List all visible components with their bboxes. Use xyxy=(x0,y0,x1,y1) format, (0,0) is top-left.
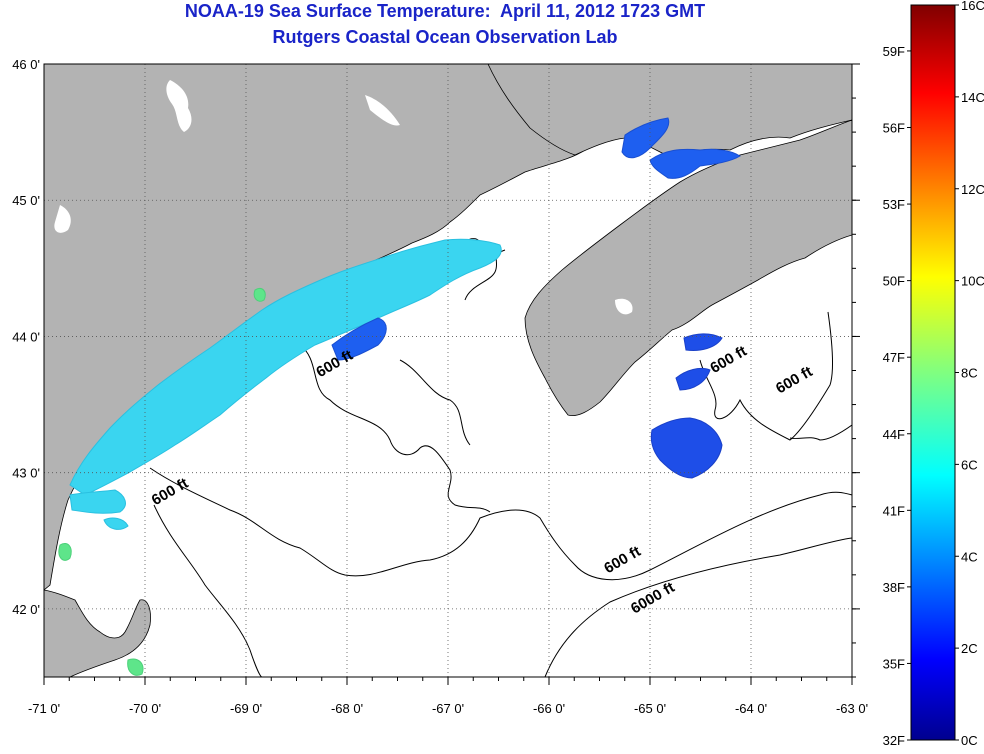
contour-600ft-gulf-basin xyxy=(149,467,852,581)
celsius-label: 10C xyxy=(961,274,984,289)
x-tick-label: -66 0' xyxy=(533,701,565,716)
x-tick-label: -64 0' xyxy=(735,701,767,716)
land-new-brunswick xyxy=(487,64,852,159)
celsius-label: 16C xyxy=(961,0,984,13)
y-axis-tick-labels: 46 0' 45 0' 44 0' 43 0' 42 0' xyxy=(12,57,40,617)
contour-600ft-browns-bank xyxy=(699,311,834,441)
map-title: NOAA-19 Sea Surface Temperature: April 1… xyxy=(184,1,706,21)
lat-lon-grid xyxy=(44,64,852,677)
colorbar-ticks xyxy=(907,4,959,741)
y-tick-label: 44 0' xyxy=(12,329,40,344)
celsius-label: 0C xyxy=(961,733,978,748)
sst-field-green-patches xyxy=(58,287,266,676)
x-tick-label: -68 0' xyxy=(331,701,363,716)
fahrenheit-label: 35F xyxy=(883,656,905,671)
fahrenheit-label: 44F xyxy=(883,427,905,442)
x-tick-label: -67 0' xyxy=(432,701,464,716)
contour-600ft-inner-basin xyxy=(299,344,491,513)
x-tick-label: -65 0' xyxy=(634,701,666,716)
land-lakes xyxy=(54,80,633,315)
fahrenheit-label: 32F xyxy=(883,733,905,748)
sst-field-scotian-shelf xyxy=(650,333,723,479)
celsius-label: 2C xyxy=(961,641,978,656)
y-tick-label: 42 0' xyxy=(12,602,40,617)
x-tick-label: -71 0' xyxy=(28,701,60,716)
x-axis-tick-labels: -71 0' -70 0' -69 0' -68 0' -67 0' -66 0' -65 … xyxy=(28,701,868,716)
y-tick-label: 45 0' xyxy=(12,193,40,208)
colorbar-gradient xyxy=(910,4,956,741)
celsius-label: 8C xyxy=(961,366,978,381)
celsius-label: 12C xyxy=(961,182,984,197)
fahrenheit-label: 47F xyxy=(883,350,905,365)
fahrenheit-label: 53F xyxy=(883,197,905,212)
colorbar-fahrenheit-labels: 59F 56F 53F 50F 47F 44F 41F 38F 35F 32F xyxy=(883,44,905,748)
x-tick-label: -69 0' xyxy=(230,701,262,716)
contour-600ft-scotian xyxy=(789,424,852,441)
fahrenheit-label: 41F xyxy=(883,503,905,518)
land-cape-cod xyxy=(44,589,151,677)
fahrenheit-label: 38F xyxy=(883,580,905,595)
sst-field-bay-of-fundy xyxy=(331,117,741,361)
celsius-label: 6C xyxy=(961,457,978,472)
y-tick-label: 43 0' xyxy=(12,466,40,481)
bathymetry-contours xyxy=(149,249,852,677)
colorbar-celsius-labels: 16C 14C 12C 10C 8C 6C 4C 2C 0C xyxy=(961,0,984,748)
land-nova-scotia xyxy=(524,119,852,417)
sst-field-gulf-of-maine-coastal xyxy=(69,238,502,530)
axis-ticks xyxy=(43,63,860,685)
contour-600ft-georges-bank xyxy=(153,504,263,677)
fahrenheit-label: 59F xyxy=(883,44,905,59)
map-subtitle: Rutgers Coastal Ocean Observation Lab xyxy=(272,27,618,47)
x-tick-label: -70 0' xyxy=(129,701,161,716)
celsius-label: 4C xyxy=(961,549,978,564)
contour-6000ft xyxy=(544,537,852,677)
celsius-label: 14C xyxy=(961,90,984,105)
x-tick-label: -63 0' xyxy=(836,701,868,716)
fahrenheit-label: 56F xyxy=(883,121,905,136)
fahrenheit-label: 50F xyxy=(883,274,905,289)
y-tick-label: 46 0' xyxy=(12,57,40,72)
